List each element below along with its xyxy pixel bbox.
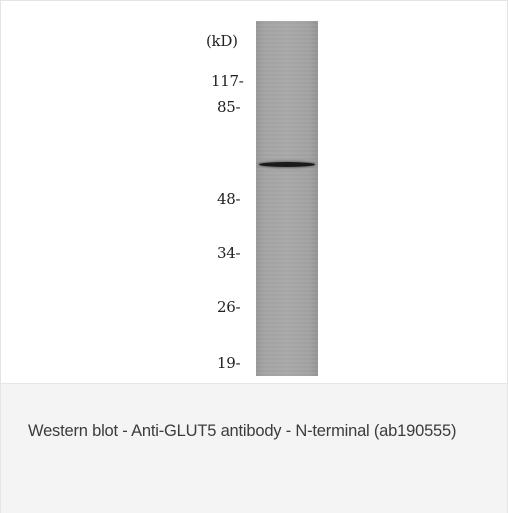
marker-48: 48- [217,190,241,208]
protein-band [259,162,315,167]
marker-85: 85- [217,98,241,116]
unit-label: (kD) [206,32,238,50]
blot-lane [256,21,318,376]
marker-34: 34- [217,244,241,262]
western-blot-image: (kD) 117- 85- 48- 34- 26- 19- [1,1,507,383]
marker-19: 19- [217,354,241,372]
figure-caption: Western blot - Anti-GLUT5 antibody - N-t… [28,422,457,440]
caption-area: Western blot - Anti-GLUT5 antibody - N-t… [1,383,507,513]
marker-26: 26- [217,298,241,316]
marker-117: 117- [211,72,244,90]
